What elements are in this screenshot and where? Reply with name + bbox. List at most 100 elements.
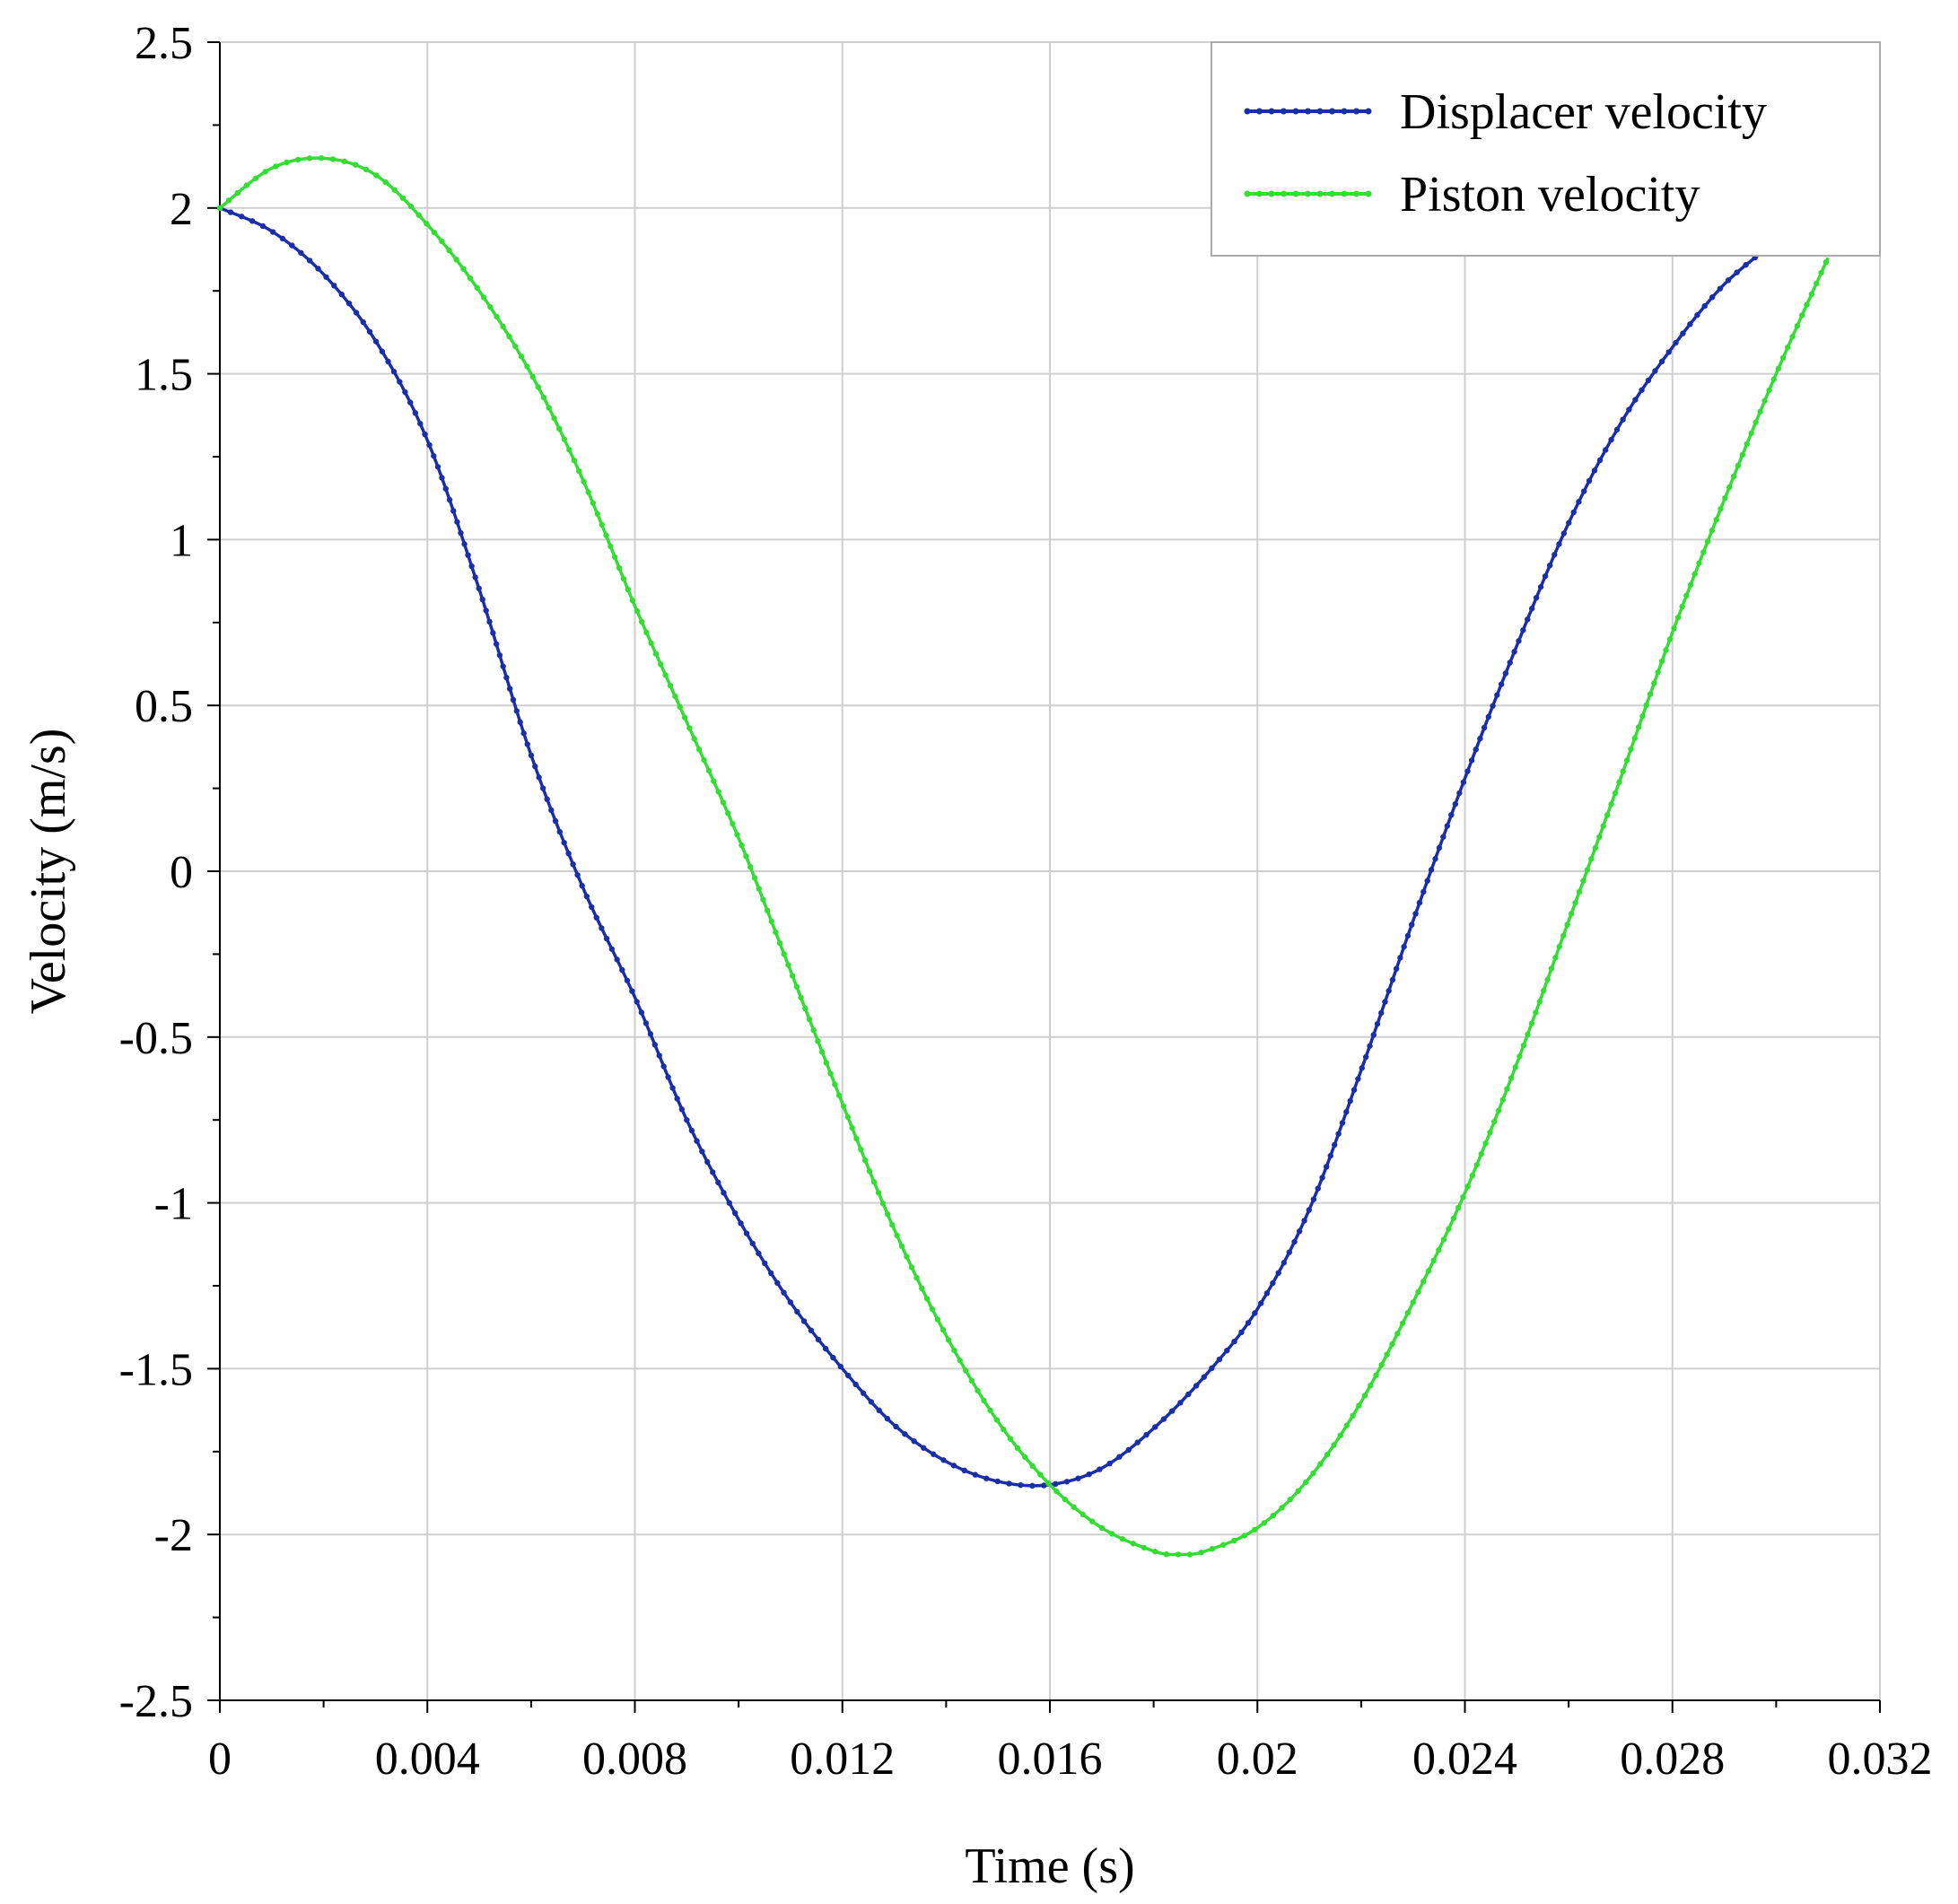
- series-marker: [566, 447, 573, 453]
- series-marker: [1071, 1504, 1077, 1510]
- series-marker: [1645, 377, 1652, 384]
- series-marker: [424, 221, 430, 227]
- series-marker: [479, 596, 485, 603]
- series-marker: [1296, 1228, 1303, 1235]
- series-marker: [1216, 1356, 1223, 1363]
- series-marker: [1785, 344, 1791, 351]
- series-marker: [1546, 562, 1553, 569]
- y-tick-label: 1: [170, 515, 193, 566]
- series-marker: [1327, 1152, 1333, 1159]
- series-marker: [1511, 649, 1517, 655]
- series-marker: [1428, 867, 1435, 873]
- series-marker: [802, 1005, 809, 1012]
- series-marker: [1152, 1549, 1158, 1555]
- series-marker: [450, 508, 457, 514]
- series-marker: [823, 1060, 830, 1066]
- series-marker: [756, 1250, 762, 1257]
- x-tick-label: 0.004: [375, 1734, 480, 1785]
- series-marker: [1663, 647, 1669, 653]
- legend-swatch-marker: [1316, 108, 1324, 115]
- series-marker: [678, 1106, 686, 1113]
- legend-label-0: Displacer velocity: [1400, 84, 1767, 140]
- series-marker: [1319, 1175, 1325, 1181]
- series-marker: [1335, 1131, 1342, 1137]
- series-marker: [574, 871, 581, 878]
- series-marker: [565, 850, 572, 857]
- series-marker: [399, 195, 406, 201]
- series-marker: [474, 284, 480, 291]
- series-marker: [1374, 1020, 1381, 1027]
- series-marker: [476, 585, 482, 591]
- series-marker: [1584, 867, 1591, 873]
- series-marker: [894, 1232, 900, 1239]
- series-marker: [532, 763, 538, 770]
- series-marker: [889, 1221, 896, 1228]
- series-marker: [510, 696, 517, 703]
- series-marker: [1416, 899, 1423, 906]
- series-marker: [643, 629, 650, 636]
- series-marker: [1464, 1183, 1471, 1190]
- series-marker: [561, 839, 567, 846]
- series-marker: [373, 172, 380, 179]
- series-marker: [798, 994, 804, 1000]
- series-marker: [1385, 988, 1392, 994]
- series-marker: [1397, 955, 1403, 961]
- series-marker: [512, 343, 519, 350]
- series-marker: [1508, 1075, 1515, 1081]
- series-marker: [715, 1179, 721, 1186]
- series-marker: [397, 379, 403, 385]
- series-marker: [329, 156, 337, 162]
- series-marker: [789, 973, 796, 979]
- series-marker: [506, 333, 512, 340]
- series-marker: [1643, 702, 1649, 709]
- series-marker: [662, 672, 669, 678]
- series-marker: [1730, 473, 1737, 480]
- series-marker: [1045, 1480, 1052, 1487]
- series-marker: [496, 652, 503, 659]
- series-marker: [1389, 976, 1396, 983]
- series-marker: [738, 1220, 744, 1227]
- series-marker: [1482, 1140, 1489, 1147]
- series-marker: [972, 1472, 979, 1478]
- series-marker: [1452, 800, 1459, 808]
- series-marker: [832, 1081, 838, 1087]
- y-tick-label: 1.5: [135, 350, 193, 401]
- series-marker: [1808, 291, 1815, 297]
- series-marker: [1368, 1382, 1374, 1389]
- series-marker: [1444, 823, 1451, 829]
- series-marker: [1552, 955, 1559, 961]
- series-marker: [581, 478, 587, 485]
- series-marker: [1209, 1545, 1216, 1552]
- legend-swatch-marker: [1281, 190, 1287, 197]
- legend-swatch-marker: [1329, 108, 1335, 115]
- series-marker: [1367, 1043, 1373, 1049]
- series-marker: [1674, 614, 1682, 621]
- series-marker: [768, 1270, 774, 1277]
- series-marker: [625, 586, 632, 593]
- series-marker: [225, 197, 232, 204]
- series-marker: [730, 821, 736, 827]
- series-marker: [1537, 583, 1544, 590]
- series-marker: [379, 348, 386, 354]
- series-marker: [402, 389, 408, 396]
- series-marker: [503, 674, 510, 681]
- series-marker: [808, 1327, 815, 1333]
- series-marker: [506, 686, 513, 692]
- series-marker: [1315, 1185, 1322, 1192]
- series-marker: [945, 1337, 952, 1343]
- series-marker: [1468, 757, 1475, 764]
- series-marker: [1455, 1204, 1462, 1211]
- series-marker: [800, 1318, 808, 1324]
- series-marker: [1499, 1096, 1506, 1103]
- legend: Displacer velocity Piston velocity: [1211, 41, 1881, 257]
- series-marker: [793, 983, 800, 990]
- series-marker: [893, 1423, 899, 1430]
- series-marker: [634, 999, 640, 1005]
- series-marker: [1175, 1551, 1182, 1558]
- series-marker: [726, 1200, 732, 1206]
- series-marker: [1612, 790, 1619, 797]
- series-line-0: [219, 206, 1778, 1488]
- series-marker: [1541, 987, 1547, 994]
- legend-swatch-marker: [1244, 108, 1251, 115]
- series-marker: [1473, 747, 1479, 753]
